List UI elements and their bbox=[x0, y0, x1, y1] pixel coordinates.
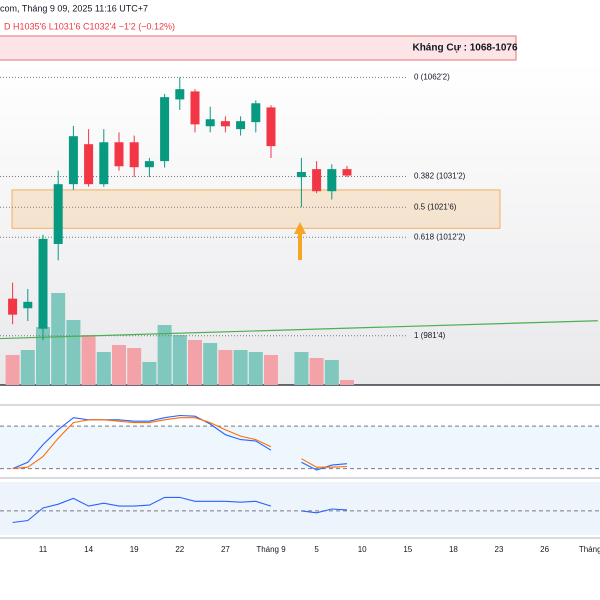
candle-body bbox=[8, 298, 18, 315]
candle-body bbox=[327, 169, 337, 192]
volume-bar bbox=[51, 293, 66, 385]
volume-bar bbox=[112, 345, 126, 385]
volume-bar bbox=[142, 362, 157, 385]
candle-body bbox=[38, 238, 48, 329]
arrow-up bbox=[294, 222, 306, 260]
indicator-line bbox=[12, 417, 348, 470]
header-source: com, Tháng 9 09, 2025 11:16 UTC+7 bbox=[0, 3, 148, 13]
candle-body bbox=[312, 169, 322, 192]
candle-body bbox=[160, 97, 170, 162]
volume-bar bbox=[66, 320, 81, 385]
volume-bar bbox=[81, 335, 96, 385]
volume-bar bbox=[127, 348, 142, 385]
candle-body bbox=[99, 142, 109, 185]
candle-body bbox=[251, 103, 261, 123]
volume-bar bbox=[248, 352, 263, 385]
volume-bar bbox=[157, 325, 172, 385]
fib-label: 0.382 (1031'2) bbox=[414, 172, 466, 181]
volume-bar bbox=[264, 355, 278, 385]
volume-bar bbox=[20, 350, 35, 385]
volume-bar bbox=[172, 335, 187, 385]
x-tick-label: 26 bbox=[540, 545, 549, 554]
candle-body bbox=[68, 136, 78, 185]
volume-bar bbox=[218, 350, 233, 385]
fib-label: 0 (1062'2) bbox=[414, 72, 450, 81]
volume-bar bbox=[309, 358, 324, 385]
indicator-line bbox=[12, 496, 348, 524]
candle-body bbox=[84, 144, 94, 185]
volume-bar bbox=[188, 340, 202, 385]
candle-body bbox=[342, 169, 352, 176]
fib-label: 1 (981'4) bbox=[414, 331, 446, 340]
x-tick-label: 22 bbox=[175, 545, 184, 554]
x-tick-label: Tháng bbox=[579, 545, 600, 554]
resistance-label: Kháng Cự : 1068-1076 bbox=[412, 43, 517, 54]
x-tick-label: 10 bbox=[358, 545, 367, 554]
x-tick-label: 19 bbox=[130, 545, 139, 554]
fib-label: 0.5 (1021'6) bbox=[414, 202, 457, 211]
candle-body bbox=[236, 121, 246, 130]
x-tick-label: 27 bbox=[221, 545, 230, 554]
x-tick-label: 5 bbox=[314, 545, 319, 554]
candle-body bbox=[190, 91, 200, 125]
zone bbox=[11, 189, 501, 229]
arrow bbox=[294, 222, 306, 260]
resistance-box bbox=[0, 35, 517, 61]
volume-bar bbox=[340, 380, 354, 385]
x-tick-label: 14 bbox=[84, 545, 93, 554]
candle-body bbox=[23, 301, 33, 309]
candle-body bbox=[129, 142, 139, 168]
volume-bar bbox=[203, 343, 218, 385]
header-ohlc: D H1035'6 L1031'6 C1032'4 −1'2 (−0.12%) bbox=[4, 21, 175, 31]
volume-bar bbox=[233, 350, 248, 385]
fib-label: 0.618 (1012'2) bbox=[414, 232, 466, 241]
volume-bar bbox=[5, 355, 20, 385]
candle-body bbox=[114, 142, 124, 167]
volume-bar bbox=[294, 352, 309, 385]
x-tick-label: 23 bbox=[495, 545, 504, 554]
level-band bbox=[0, 426, 600, 469]
volume-bar bbox=[324, 360, 339, 385]
x-tick-label: 15 bbox=[403, 545, 412, 554]
candle-body bbox=[144, 161, 154, 168]
candle-body bbox=[266, 107, 276, 147]
x-tick-label: Tháng 9 bbox=[256, 545, 286, 554]
trendline bbox=[0, 320, 598, 340]
candle-body bbox=[296, 172, 306, 178]
candle-body bbox=[205, 119, 215, 127]
candle-body bbox=[53, 184, 63, 244]
candle-body bbox=[220, 121, 230, 127]
candle-body bbox=[175, 89, 185, 100]
volume-bar bbox=[36, 327, 50, 385]
x-tick-label: 11 bbox=[39, 545, 48, 554]
volume-bar bbox=[96, 352, 111, 385]
x-tick-label: 18 bbox=[449, 545, 458, 554]
lower-pane bbox=[0, 482, 600, 535]
